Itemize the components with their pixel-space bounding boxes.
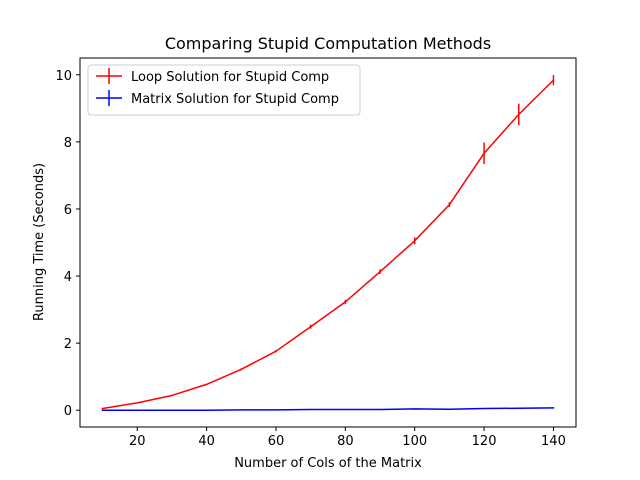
series-line-0 <box>101 79 555 410</box>
legend-label-1: Matrix Solution for Stupid Comp <box>131 92 339 107</box>
x-tick-label: 40 <box>198 434 215 449</box>
x-tick-label: 20 <box>129 434 146 449</box>
y-tick-label: 2 <box>64 337 72 352</box>
x-tick-label: 80 <box>337 434 354 449</box>
y-axis-label: Running Time (Seconds) <box>32 163 47 321</box>
x-axis-label: Number of Cols of the Matrix <box>234 456 422 471</box>
x-tick-label: 120 <box>472 434 497 449</box>
x-tick-label: 140 <box>541 434 566 449</box>
legend-box <box>87 64 361 116</box>
y-tick-label: 6 <box>64 203 72 218</box>
series-line-1 <box>101 407 555 411</box>
plot-area: 20 40 60 80 100 120 140 0 2 4 6 8 10 <box>55 57 577 449</box>
y-tick-label: 4 <box>64 270 72 285</box>
x-tick-label: 100 <box>402 434 427 449</box>
y-tick-label: 0 <box>64 404 72 419</box>
y-tick-label: 8 <box>64 136 72 151</box>
y-tick-label: 10 <box>55 69 72 84</box>
legend-label-0: Loop Solution for Stupid Comp <box>131 70 329 85</box>
legend: Loop Solution for Stupid Comp Matrix Solu… <box>87 64 361 116</box>
chart-title: Comparing Stupid Computation Methods <box>165 34 491 53</box>
axes-frame <box>79 57 577 428</box>
x-tick-label: 60 <box>268 434 285 449</box>
